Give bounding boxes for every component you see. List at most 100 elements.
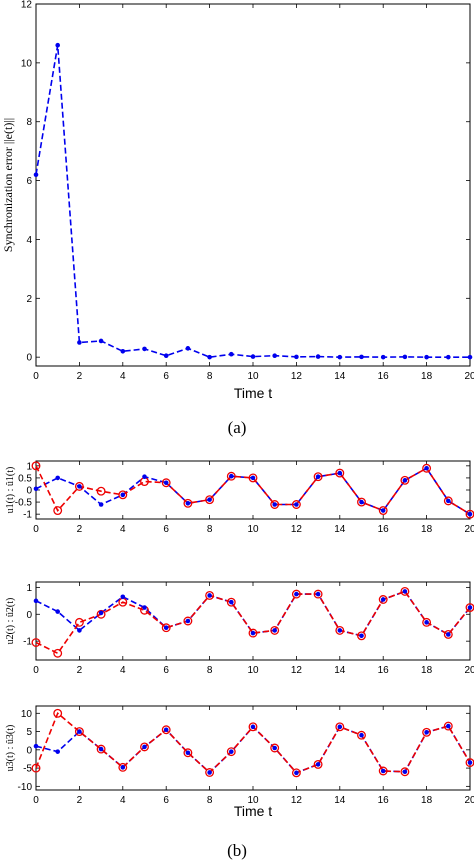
data-point-blue — [359, 354, 364, 360]
data-point-blue — [315, 354, 321, 359]
x-tick-label: 18 — [421, 795, 433, 806]
data-point-red — [291, 500, 301, 509]
data-point-blue — [294, 770, 299, 776]
data-point-blue — [424, 620, 429, 625]
data-point-blue — [185, 500, 191, 506]
data-point-blue — [77, 484, 82, 489]
y-tick-label: 0 — [26, 610, 32, 621]
x-tick-label: 10 — [247, 371, 259, 382]
data-point-blue — [250, 354, 256, 359]
data-point-blue — [77, 628, 82, 633]
x-tick-label: 12 — [291, 524, 303, 535]
data-point-blue — [229, 351, 234, 357]
series-line-blue — [35, 45, 470, 358]
y-axis-label: u1(t) : û1(t) — [5, 467, 16, 514]
data-point-blue — [402, 589, 408, 594]
data-point-blue — [120, 594, 126, 600]
data-point-blue — [163, 353, 169, 358]
y-tick-label: 4 — [26, 235, 32, 246]
data-point-blue — [77, 729, 82, 734]
data-point-blue — [272, 745, 278, 751]
x-tick-label: 0 — [33, 795, 39, 806]
data-point-blue — [467, 605, 473, 610]
y-tick-label: 2 — [26, 294, 32, 305]
data-point-blue — [272, 353, 278, 358]
x-tick-label: 8 — [207, 795, 213, 806]
x-tick-label: 8 — [207, 524, 213, 535]
x-tick-label: 6 — [163, 524, 169, 535]
data-point-blue — [250, 630, 256, 636]
data-point-blue — [185, 346, 191, 351]
y-tick-label: 1 — [26, 583, 32, 594]
data-point-blue — [207, 593, 212, 598]
x-tick-label: 20 — [464, 524, 474, 535]
x-tick-label: 18 — [421, 524, 433, 535]
x-tick-label: 12 — [291, 795, 303, 806]
data-point-blue — [142, 474, 147, 480]
x-axis-label: Time t — [234, 803, 272, 819]
data-point-blue — [185, 750, 191, 756]
data-point-red — [400, 767, 410, 777]
data-point-red — [422, 617, 432, 627]
data-point-red — [96, 486, 106, 496]
x-tick-label: 14 — [334, 371, 346, 382]
data-point-red — [205, 495, 215, 505]
series-line-red — [35, 711, 471, 774]
data-point-red — [183, 498, 193, 508]
y-tick-label: -1 — [23, 510, 32, 521]
data-point-blue — [337, 628, 343, 633]
data-point-blue — [33, 598, 39, 604]
y-tick-label: 6 — [26, 176, 32, 187]
data-point-blue — [163, 727, 169, 733]
data-point-red — [74, 481, 84, 491]
data-point-blue — [98, 502, 104, 507]
data-point-blue — [185, 618, 191, 624]
data-point-blue — [77, 340, 82, 345]
data-point-blue — [446, 354, 451, 360]
data-point-blue — [380, 597, 386, 602]
data-point-red — [118, 490, 128, 500]
x-tick-label: 12 — [291, 371, 303, 382]
data-point-red — [248, 628, 258, 638]
x-tick-label: 16 — [378, 795, 390, 806]
data-point-red — [270, 500, 280, 509]
data-point-blue — [402, 354, 408, 360]
x-tick-label: 10 — [247, 665, 259, 676]
data-point-red — [378, 595, 388, 604]
data-point-red — [291, 589, 301, 599]
data-point-blue — [424, 354, 429, 360]
data-point-blue — [250, 724, 256, 730]
data-point-red — [31, 763, 41, 773]
data-point-blue — [229, 599, 234, 605]
y-axis-label: u2(t) : û2(t) — [5, 598, 16, 645]
data-point-red — [53, 708, 63, 718]
y-tick-label: -10 — [18, 782, 33, 793]
data-point-red — [183, 748, 193, 758]
data-point-blue — [142, 346, 147, 352]
data-point-blue — [207, 770, 212, 775]
data-point-blue — [120, 492, 126, 498]
x-tick-label: 6 — [163, 795, 169, 806]
data-point-blue — [337, 354, 343, 360]
data-point-blue — [33, 743, 39, 749]
data-point-blue — [315, 591, 321, 597]
data-point-blue — [163, 480, 169, 486]
series-line-red — [35, 590, 471, 655]
plot-frame — [35, 3, 471, 367]
data-point-blue — [467, 354, 473, 360]
data-point-blue — [315, 762, 321, 767]
data-point-red — [53, 506, 63, 515]
x-tick-label: 2 — [77, 665, 83, 676]
x-tick-label: 14 — [334, 665, 346, 676]
x-tick-label: 0 — [33, 665, 39, 676]
x-tick-label: 10 — [247, 795, 259, 806]
data-point-blue — [33, 172, 39, 177]
data-point-blue — [272, 502, 278, 507]
x-tick-label: 4 — [120, 665, 126, 676]
data-point-red — [443, 496, 453, 506]
data-point-blue — [446, 723, 451, 729]
data-point-blue — [207, 497, 212, 502]
caption-a: (a) — [228, 418, 247, 437]
y-tick-label: -5 — [23, 764, 32, 775]
